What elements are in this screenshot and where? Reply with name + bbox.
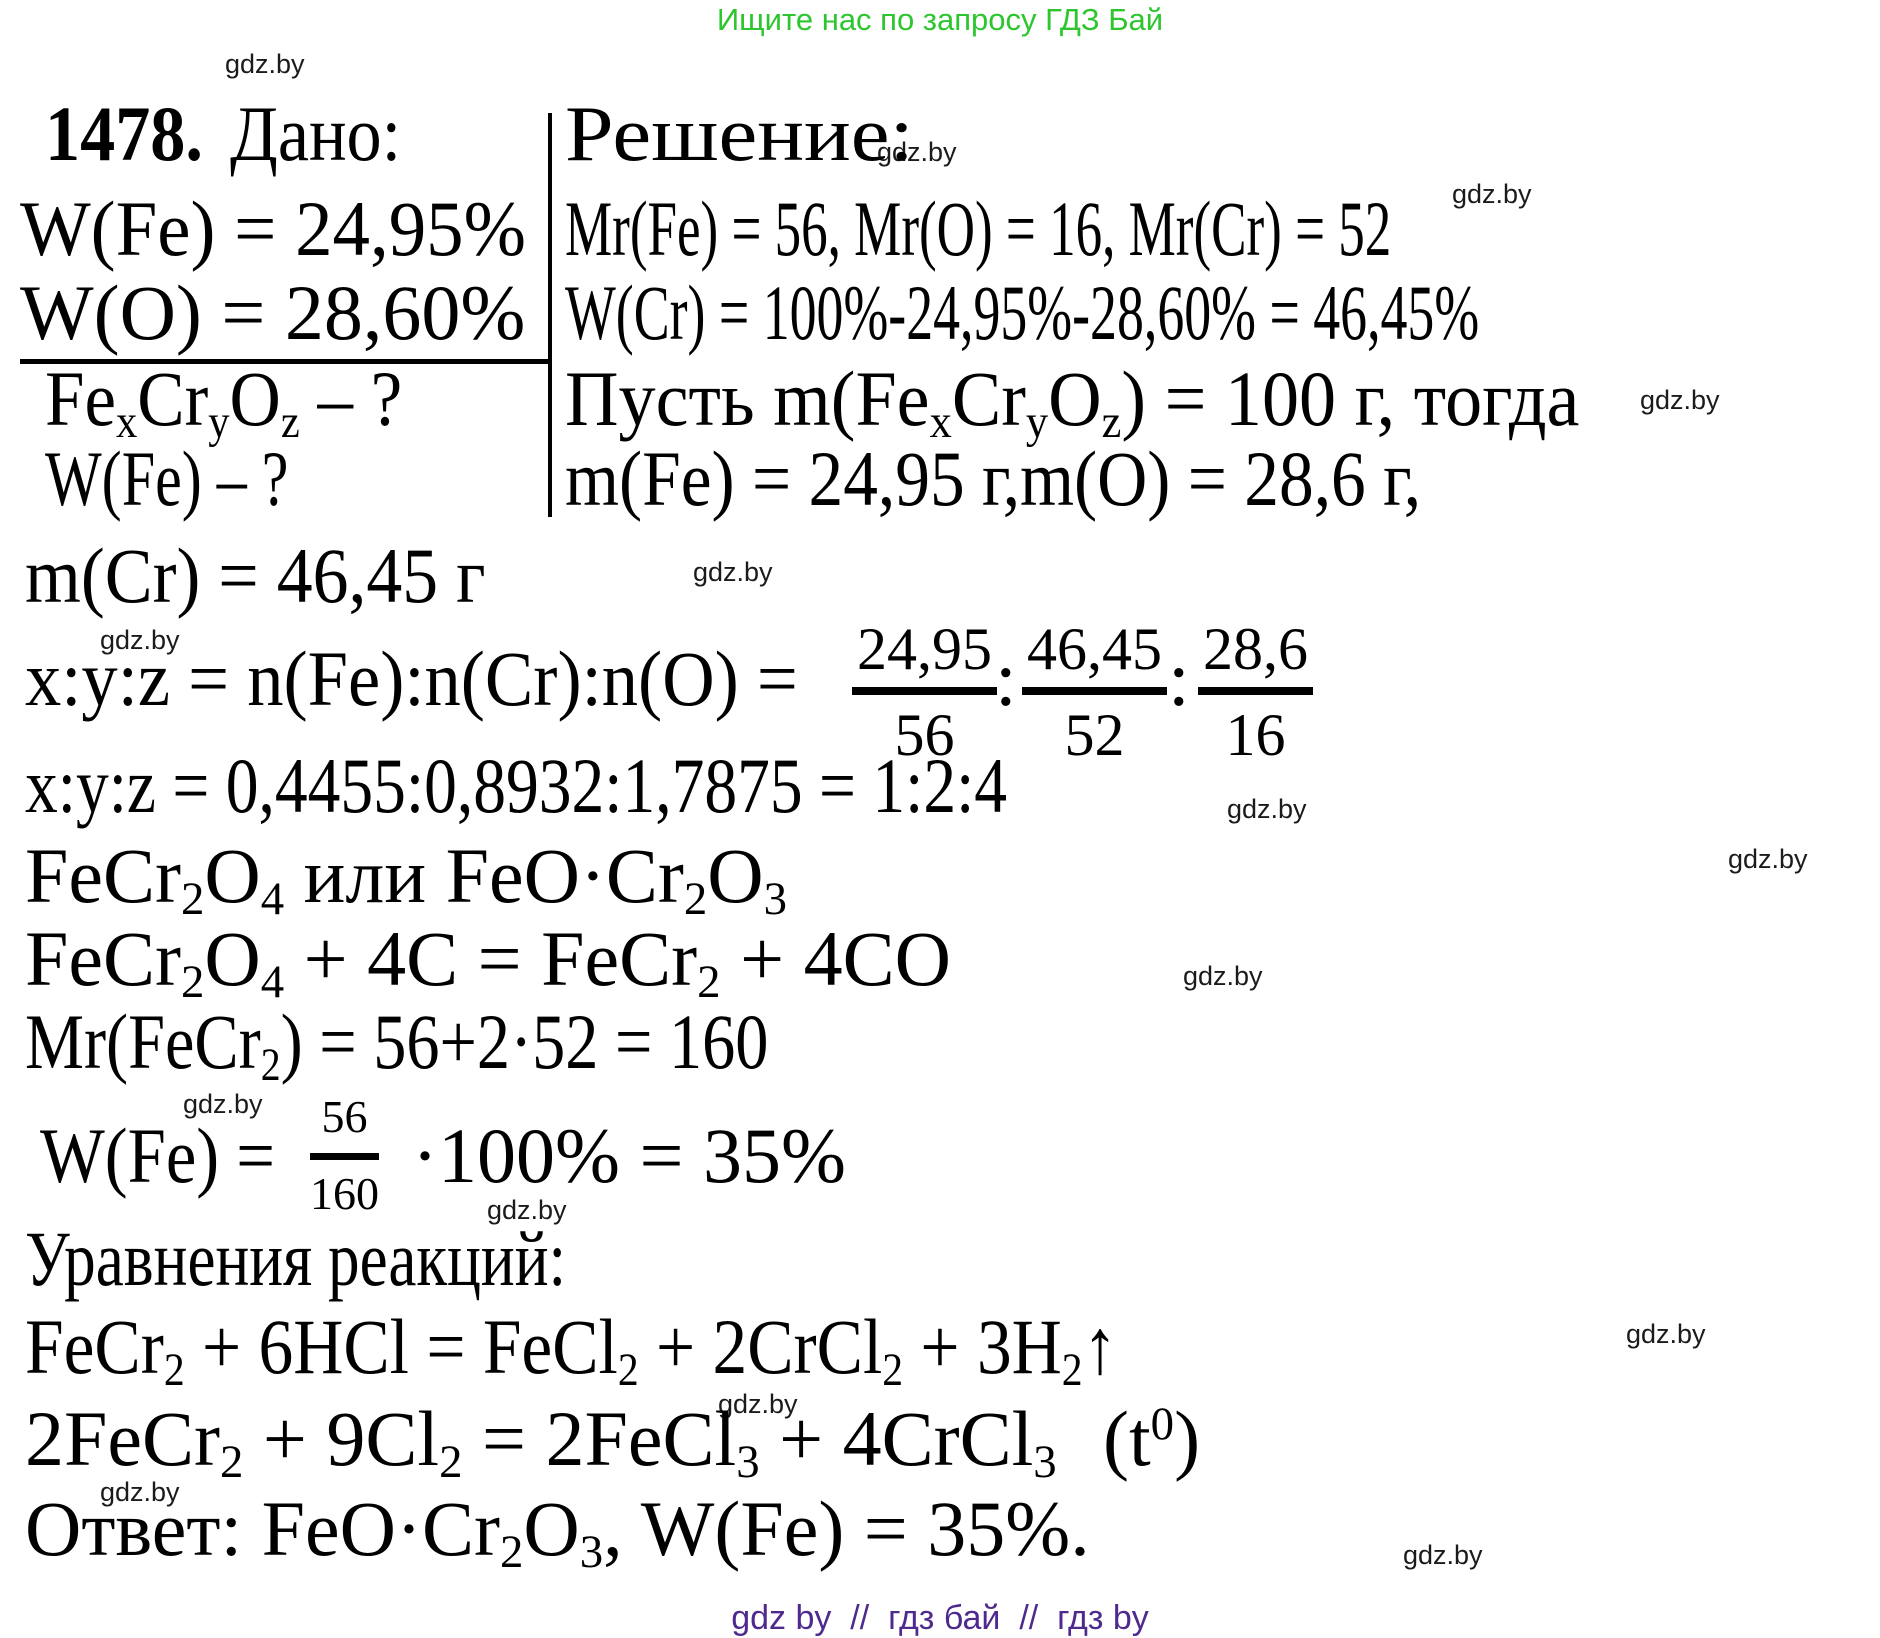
fraction-numerator: 56 xyxy=(321,1091,368,1142)
watermark: gdz.by xyxy=(1626,1319,1706,1349)
mr-fecr2-line: Mr(FeCr2) = 56+2·52 = 160 xyxy=(25,998,769,1091)
watermark: gdz.by xyxy=(100,625,180,655)
given-w-fe: W(Fe) = 24,95% xyxy=(20,185,526,272)
equations-title: Уравнения реакций: xyxy=(25,1215,567,1302)
given-formula-question: FexCryOz – ? xyxy=(45,355,403,448)
fraction-bar xyxy=(1022,687,1167,695)
problem-number: 1478. xyxy=(45,90,203,177)
problem-header-row: 1478. Дано: xyxy=(45,95,401,173)
fraction-numerator: 46,45 xyxy=(1027,616,1162,682)
ratio-fraction-2: 46,45 52 xyxy=(1022,619,1167,765)
watermark: gdz.by xyxy=(1452,179,1532,209)
w-fe-fraction: 56 160 xyxy=(310,1094,379,1217)
given-w-o: W(O) = 28,60% xyxy=(20,269,526,356)
given-title: Дано: xyxy=(229,90,402,177)
watermark: gdz.by xyxy=(693,557,773,587)
solution-m-cr-line: m(Cr) = 46,45 г xyxy=(25,532,486,619)
watermark: gdz.by xyxy=(1728,844,1808,874)
fraction-numerator: 28,6 xyxy=(1203,616,1308,682)
fraction-bar xyxy=(1198,687,1313,695)
footer-links: gdz by // гдз бай // гдз by xyxy=(731,1599,1149,1637)
ratio-intro: x:y:z = n(Fe):n(Cr):n(O) = xyxy=(25,635,798,722)
w-fe-intro: W(Fe) = xyxy=(40,1112,276,1199)
column-divider xyxy=(548,113,552,517)
ratio-fraction-1: 24,95 56 xyxy=(852,619,997,765)
given-w-question: W(Fe) – ? xyxy=(45,435,289,522)
ratio-colon-2: : xyxy=(1168,635,1190,722)
watermark: gdz.by xyxy=(877,137,957,167)
fraction-denominator: 160 xyxy=(310,1168,379,1219)
watermark: gdz.by xyxy=(1227,794,1307,824)
fraction-bar xyxy=(852,687,997,695)
answer-line: Ответ: FeO·Cr2O3, W(Fe) = 35%. xyxy=(25,1485,1090,1578)
watermark: gdz.by xyxy=(718,1389,798,1419)
equation-1: FeCr2 + 6HCl = FeCl2 + 2CrCl2 + 3H2↑ xyxy=(25,1303,1118,1396)
ratio-result: x:y:z = 0,4455:0,8932:1,7875 = 1:2:4 xyxy=(25,742,1008,829)
watermark: gdz.by xyxy=(487,1195,567,1225)
solution-masses-line: m(Fe) = 24,95 г,m(O) = 28,6 г, xyxy=(565,435,1422,522)
solution-mr-line: Mr(Fe) = 56, Mr(O) = 16, Mr(Cr) = 52 xyxy=(565,185,1392,272)
watermark: gdz.by xyxy=(1403,1540,1483,1570)
watermark: gdz.by xyxy=(1183,961,1263,991)
watermark: gdz.by xyxy=(225,49,305,79)
promo-banner: Ищите нас по запросу ГДЗ Бай xyxy=(716,2,1164,37)
equation-2-condition: (t0) xyxy=(1103,1395,1201,1482)
fraction-denominator: 56 xyxy=(894,702,955,768)
watermark: gdz.by xyxy=(1640,385,1720,415)
watermark: gdz.by xyxy=(183,1089,263,1119)
reduction-equation: FeCr2O4 + 4C = FeCr2 + 4CO xyxy=(25,915,951,1008)
given-underline xyxy=(20,359,550,364)
solution-assume-line: Пусть m(FexCryOz) = 100 г, тогда xyxy=(565,355,1580,448)
w-fe-rest: ·100% = 35% xyxy=(412,1112,846,1199)
ratio-fraction-3: 28,6 16 xyxy=(1198,619,1313,765)
solution-title: Решение: xyxy=(565,90,914,177)
equation-2: 2FeCr2 + 9Cl2 = 2FeCl3 + 4CrCl3 xyxy=(25,1395,1057,1488)
fraction-denominator: 16 xyxy=(1225,702,1286,768)
watermark: gdz.by xyxy=(100,1477,180,1507)
fraction-numerator: 24,95 xyxy=(857,616,992,682)
fraction-denominator: 52 xyxy=(1064,702,1125,768)
formula-line: FeCr2O4 или FeO·Cr2O3 xyxy=(25,832,788,925)
solution-w-cr-line: W(Cr) = 100%-24,95%-28,60% = 46,45% xyxy=(565,269,1480,356)
fraction-bar xyxy=(310,1153,379,1160)
ratio-colon-1: : xyxy=(995,635,1017,722)
